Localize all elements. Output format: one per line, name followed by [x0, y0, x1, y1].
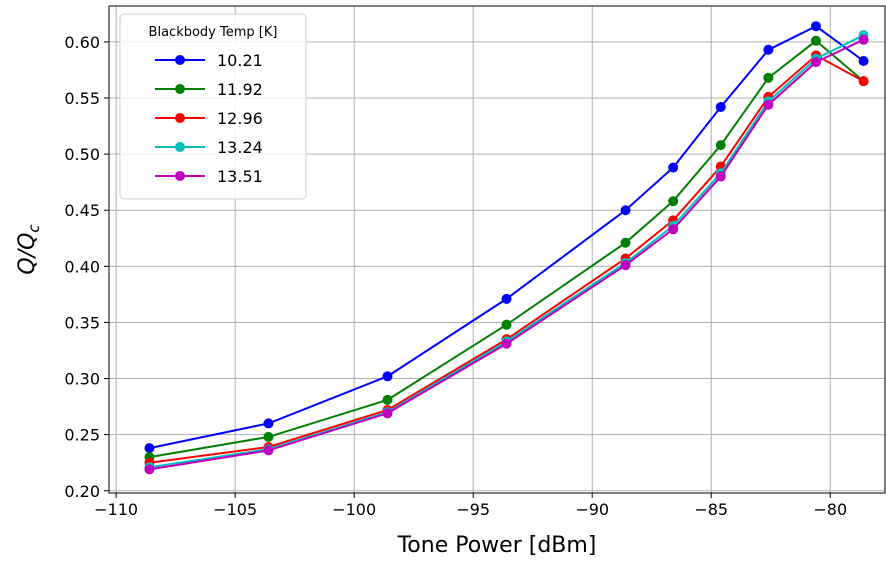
legend: Blackbody Temp [K] 10.2111.9212.9613.241…	[119, 13, 307, 200]
data-point	[263, 445, 274, 456]
x-tick-label: −95	[456, 500, 490, 519]
legend-marker	[175, 55, 185, 65]
series-10.21	[144, 21, 869, 454]
grid	[109, 6, 885, 493]
legend-title: Blackbody Temp [K]	[149, 25, 278, 40]
legend-item: 13.51	[155, 167, 263, 186]
series-line	[149, 54, 865, 464]
legend-label: 13.51	[217, 167, 263, 186]
legend-item: 11.92	[155, 80, 263, 99]
series-layer	[144, 21, 869, 475]
x-tick-label: −105	[213, 500, 257, 519]
data-point	[763, 44, 774, 55]
x-tick-label: −80	[813, 500, 847, 519]
data-point	[620, 260, 631, 271]
ticks: −110 −105 −100 −95 −90 −85 −80 0.20 0.25 0.30 0.35…	[64, 33, 847, 519]
data-point	[382, 408, 393, 419]
series-line	[149, 25, 865, 450]
data-point	[263, 418, 274, 429]
y-axis-label-main: Q/Q	[15, 233, 40, 275]
data-point	[501, 319, 512, 330]
y-axis-label: Q/Qc	[15, 224, 43, 275]
legend-marker	[175, 84, 185, 94]
series-13.51	[144, 34, 869, 475]
legend-box	[119, 13, 307, 200]
data-point	[263, 431, 274, 442]
legend-label: 13.24	[217, 138, 263, 157]
y-tick-label: 0.60	[64, 33, 100, 52]
data-point	[763, 99, 774, 110]
data-point	[501, 338, 512, 349]
y-axis-label-sub: c	[25, 224, 43, 233]
data-point	[810, 35, 821, 46]
data-point	[858, 76, 869, 87]
legend-label: 11.92	[217, 80, 263, 99]
data-point	[382, 371, 393, 382]
x-tick-label: −85	[694, 500, 728, 519]
data-point	[715, 101, 726, 112]
y-tick-label: 0.30	[64, 370, 100, 389]
data-point	[715, 140, 726, 151]
y-tick-label: 0.35	[64, 313, 100, 332]
y-tick-label: 0.40	[64, 257, 100, 276]
data-point	[620, 205, 631, 216]
series-line	[149, 38, 865, 471]
data-point	[810, 57, 821, 68]
data-point	[620, 237, 631, 248]
legend-item: 13.24	[155, 138, 263, 157]
x-tick-label: −110	[94, 500, 138, 519]
legend-label: 10.21	[217, 51, 263, 70]
data-point	[668, 224, 679, 235]
data-point	[858, 34, 869, 45]
data-point	[858, 55, 869, 66]
legend-marker	[175, 142, 185, 152]
data-point	[144, 443, 155, 454]
data-point	[668, 162, 679, 173]
data-point	[382, 394, 393, 405]
x-tick-label: −100	[332, 500, 376, 519]
y-tick-label: 0.55	[64, 89, 100, 108]
legend-label: 12.96	[217, 109, 263, 128]
legend-marker	[175, 113, 185, 123]
y-tick-label: 0.45	[64, 201, 100, 220]
legend-item: 10.21	[155, 51, 263, 70]
data-point	[501, 293, 512, 304]
x-axis-label: Tone Power [dBm]	[397, 533, 597, 558]
data-point	[810, 21, 821, 32]
data-point	[715, 171, 726, 182]
series-line	[149, 39, 865, 459]
series-line	[149, 34, 865, 469]
legend-marker	[175, 171, 185, 181]
data-point	[144, 464, 155, 475]
data-point	[763, 72, 774, 83]
legend-item: 12.96	[155, 109, 263, 128]
plot-area	[108, 5, 886, 494]
x-tick-label: −90	[575, 500, 609, 519]
legend-items: 10.21 11.92 12.96 13.24 13.51	[155, 51, 263, 186]
y-tick-label: 0.25	[64, 426, 100, 445]
y-tick-label: 0.20	[64, 482, 100, 501]
y-tick-label: 0.50	[64, 145, 100, 164]
data-point	[668, 196, 679, 207]
